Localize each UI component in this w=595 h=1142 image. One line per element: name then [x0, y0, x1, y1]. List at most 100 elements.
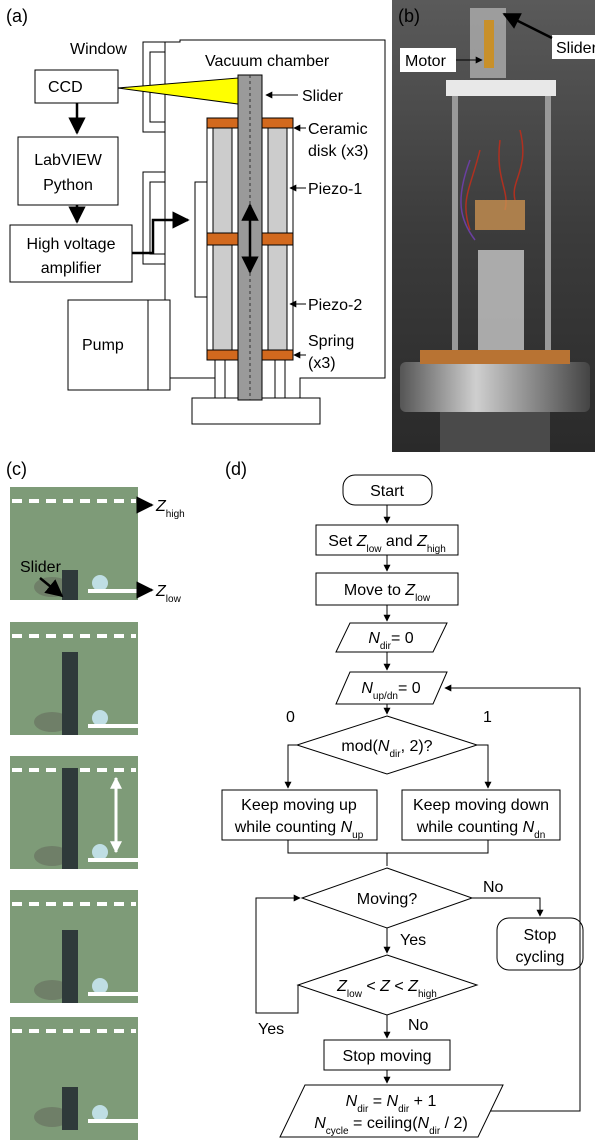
software-label: Python	[43, 177, 93, 194]
piezo2-label: Piezo-2	[308, 297, 362, 314]
text-part: N	[368, 630, 380, 647]
text-part: Move to	[344, 582, 405, 599]
led-glow	[92, 1105, 108, 1121]
led-glow	[92, 844, 108, 860]
no-label: No	[408, 1017, 429, 1034]
flow-arrow	[477, 745, 488, 788]
yes-label: Yes	[258, 1021, 284, 1038]
text-part: dir	[429, 1126, 441, 1137]
z-low-label: Zlow	[155, 583, 182, 605]
rods	[478, 250, 524, 360]
up-label: Keep moving up	[241, 797, 357, 814]
panel-label: (c)	[6, 459, 27, 479]
piezo	[213, 128, 232, 233]
text-part: dir	[380, 641, 392, 652]
spacer	[287, 128, 293, 233]
spacer	[207, 245, 213, 350]
pump-label: Pump	[82, 337, 124, 354]
down-label: Keep moving down	[413, 797, 549, 814]
text-part: high	[166, 509, 185, 520]
piezo	[268, 245, 287, 350]
flange	[400, 362, 590, 412]
slider-label: Slider	[302, 88, 344, 105]
ceramic-label: Ceramic	[308, 121, 368, 138]
text-part: mod(	[341, 738, 378, 755]
text-part: dir	[398, 1104, 410, 1115]
text-part: / 2)	[440, 1115, 468, 1132]
text-part: up	[352, 830, 364, 841]
text-part: <	[390, 978, 408, 995]
led-glow	[92, 978, 108, 994]
text-part: <	[362, 978, 380, 995]
ccd-view	[118, 78, 238, 104]
piezo1-label: Piezo-1	[308, 181, 362, 198]
stop-cycling-label: Stop	[524, 927, 557, 944]
merge-line	[288, 840, 488, 866]
text-part: while counting	[234, 819, 341, 836]
slider-label: Slider	[556, 40, 595, 57]
stop-cycling-label: cycling	[516, 949, 565, 966]
branch-label: 0	[286, 709, 295, 726]
shape	[10, 890, 138, 1003]
software-box	[18, 137, 118, 205]
amplifier-label: amplifier	[41, 260, 102, 277]
piezo	[268, 128, 287, 233]
spring-label: (x3)	[308, 355, 336, 372]
text-part: N	[361, 680, 373, 697]
panel-a: (a) Window Vacuum chamber Pump CCD LabVI…	[6, 6, 385, 424]
text-part: Set	[328, 533, 356, 550]
text-part: = 0	[391, 630, 414, 647]
spacer	[207, 128, 213, 233]
slider-label: Slider	[20, 559, 62, 576]
text-part: cycle	[326, 1126, 349, 1137]
text-part: , 2)?	[401, 738, 433, 755]
panel-label: (d)	[225, 459, 247, 479]
flow-arrow	[472, 898, 540, 916]
stop-moving-label: Stop moving	[343, 1048, 432, 1065]
text-part: high	[427, 544, 446, 555]
moving-label: Moving?	[357, 891, 418, 908]
ceramic-label: disk (x3)	[308, 143, 368, 160]
loop-arrow	[256, 898, 300, 1013]
text-part: dir	[389, 749, 401, 760]
text-part: N	[314, 1115, 326, 1132]
panel-d: (d) Start Set Zlow and Zhigh Move to Zlo…	[222, 459, 583, 1137]
feedthrough	[475, 200, 525, 230]
text-part: and	[381, 533, 417, 550]
led-glow	[92, 575, 108, 591]
base	[440, 412, 550, 452]
slider-image	[62, 652, 78, 735]
motor	[484, 20, 494, 68]
branch-label: 1	[483, 709, 492, 726]
text-part: dn	[534, 830, 545, 841]
z-high-label: Zhigh	[155, 498, 185, 520]
slider-image	[62, 930, 78, 1003]
spacer	[287, 245, 293, 350]
window-label: Window	[70, 41, 127, 58]
text-part: N	[341, 819, 353, 836]
no-label: No	[483, 879, 504, 896]
start-label: Start	[370, 483, 404, 500]
text-part: =	[368, 1093, 386, 1110]
text-part: + 1	[409, 1093, 436, 1110]
shape	[10, 487, 138, 1140]
panel-label: (b)	[398, 6, 420, 26]
shape	[10, 1017, 138, 1140]
text-part: while counting	[416, 819, 523, 836]
shape	[10, 756, 138, 869]
flange	[192, 398, 320, 424]
motor-label: Motor	[405, 53, 447, 70]
figure: (a) Window Vacuum chamber Pump CCD LabVI…	[0, 0, 595, 1142]
panel-b: (b) Motor Slider	[392, 0, 595, 452]
copper-gasket	[420, 350, 570, 364]
amplifier-label: High voltage	[27, 236, 116, 253]
text-part: N	[378, 738, 390, 755]
flow-arrow	[288, 745, 297, 788]
ccd-label: CCD	[48, 79, 83, 96]
yes-label: Yes	[400, 932, 426, 949]
software-label: LabVIEW	[34, 152, 102, 169]
text-part: low	[366, 544, 382, 555]
text-part: = ceiling(	[349, 1115, 419, 1132]
top-plate	[446, 80, 556, 96]
text-part: N	[387, 1093, 399, 1110]
